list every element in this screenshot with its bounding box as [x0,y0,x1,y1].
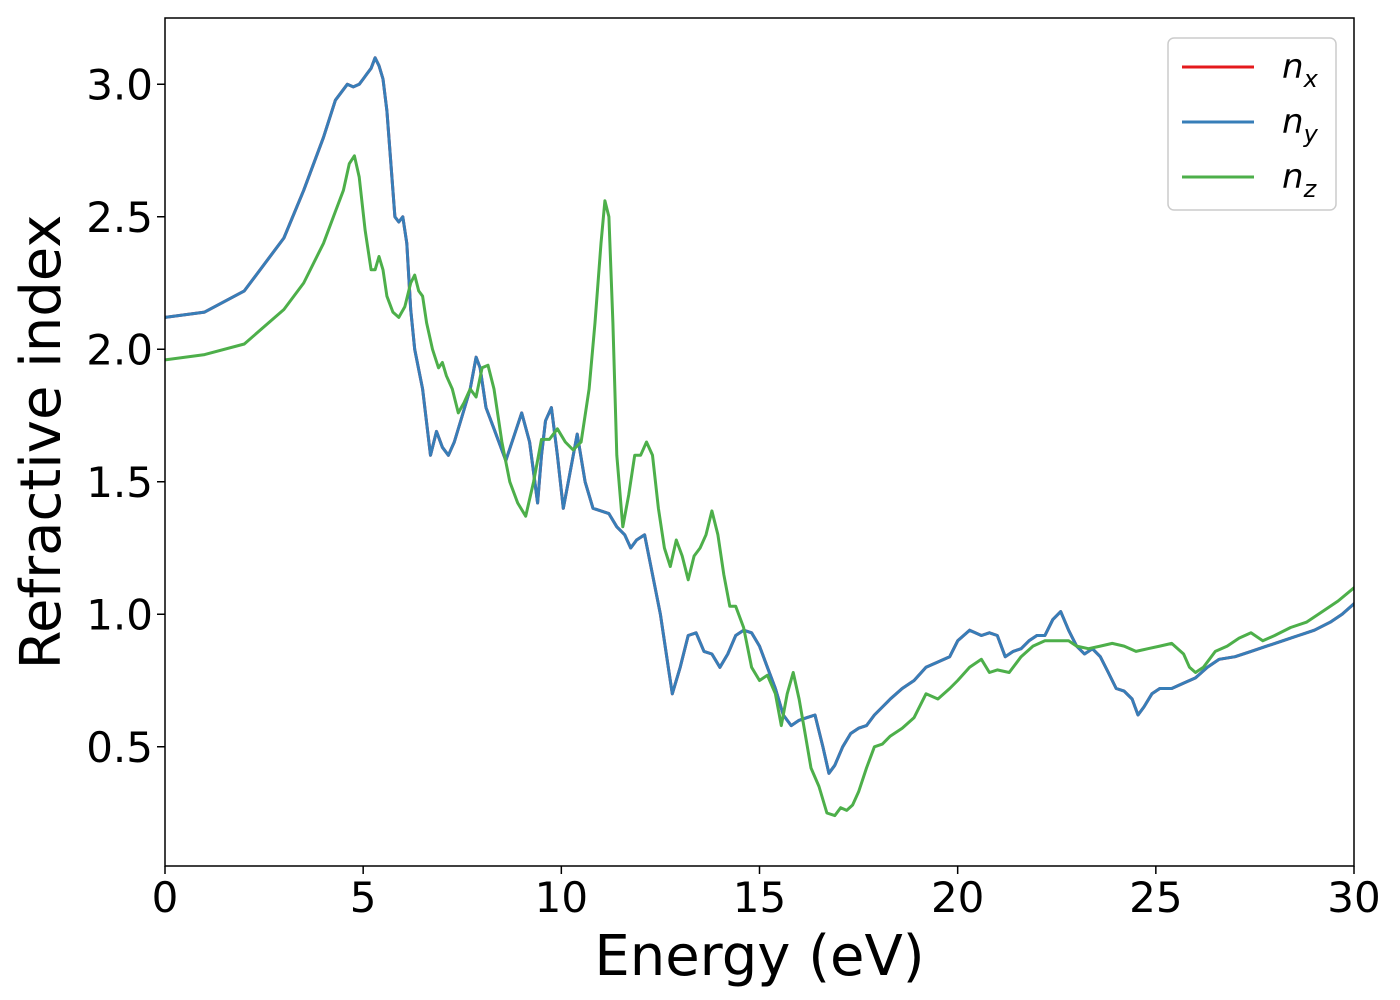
legend-label-nz: nz [1282,157,1318,203]
series-line-nz [165,154,1354,818]
x-axis-title: Energy (eV) [594,924,924,989]
x-tick-label: 25 [1129,873,1182,922]
x-axis: 0 5 10 15 20 25 30 [152,866,1381,922]
y-tick-label: 3.0 [86,60,153,109]
x-tick-label: 5 [350,873,377,922]
x-tick-label: 0 [152,873,179,922]
y-tick-label: 1.0 [86,590,153,639]
x-tick-label: 10 [535,873,588,922]
legend-label-subscript: y [1303,120,1319,148]
y-tick-label: 0.5 [86,723,153,772]
legend-label-ny: ny [1282,102,1319,148]
x-tick-label: 30 [1327,873,1380,922]
plot-lines [165,56,1354,818]
legend-label-base: n [1282,47,1304,87]
x-tick-label: 20 [931,873,984,922]
y-axis-title: Refractive index [9,215,74,670]
y-axis: 0.5 1.0 1.5 2.0 2.5 3.0 [86,60,165,772]
legend-label-nx: nx [1282,47,1319,93]
series-line-ny [165,56,1354,775]
y-tick-label: 2.5 [86,193,153,242]
y-tick-label: 2.0 [86,325,153,374]
legend-box [1167,37,1337,211]
y-tick-label: 1.5 [86,458,153,507]
legend-label-subscript: z [1303,175,1318,203]
legend-label-base: n [1282,102,1304,142]
x-tick-label: 15 [733,873,786,922]
legend-label-base: n [1282,157,1304,197]
legend-label-subscript: x [1303,65,1319,93]
